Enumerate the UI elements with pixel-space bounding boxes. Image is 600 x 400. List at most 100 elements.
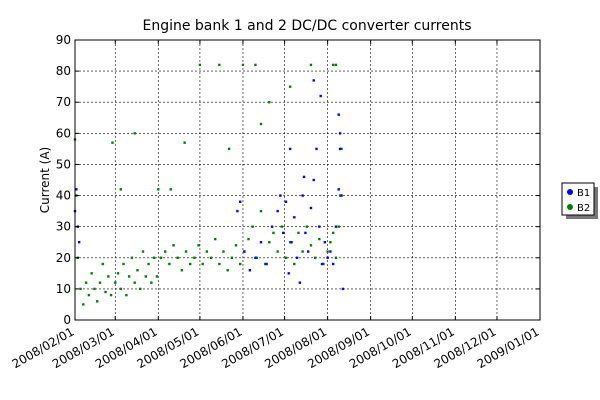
point-b1 bbox=[306, 250, 310, 253]
point-b2 bbox=[263, 262, 267, 266]
point-b2 bbox=[338, 194, 342, 197]
point-b2 bbox=[209, 256, 213, 259]
point-b2 bbox=[189, 262, 192, 266]
point-b2 bbox=[193, 256, 196, 259]
point-b1 bbox=[320, 262, 324, 266]
point-b2 bbox=[198, 63, 202, 67]
point-b2 bbox=[276, 250, 279, 253]
point-b1 bbox=[77, 241, 81, 244]
point-b2 bbox=[301, 250, 304, 253]
point-b2 bbox=[168, 262, 171, 266]
y-tick-label: 60 bbox=[56, 126, 71, 140]
point-b1 bbox=[276, 209, 279, 213]
legend: B1 B2 bbox=[561, 182, 598, 219]
point-b1 bbox=[279, 194, 282, 197]
point-b2 bbox=[254, 63, 257, 67]
point-b1 bbox=[282, 231, 285, 235]
point-b2 bbox=[139, 287, 142, 291]
point-b1 bbox=[323, 241, 327, 244]
point-b2 bbox=[159, 256, 163, 259]
data-points bbox=[73, 63, 345, 306]
point-b2 bbox=[119, 287, 123, 291]
point-b2 bbox=[155, 275, 159, 278]
point-b1 bbox=[236, 209, 239, 213]
point-b2 bbox=[133, 281, 136, 284]
point-b2 bbox=[329, 241, 332, 244]
point-b2 bbox=[259, 122, 263, 126]
point-b2 bbox=[284, 256, 288, 259]
point-b2 bbox=[114, 281, 117, 284]
point-b1 bbox=[295, 256, 299, 259]
point-b2 bbox=[268, 241, 271, 244]
point-b2 bbox=[127, 275, 131, 278]
point-b2 bbox=[255, 256, 259, 259]
point-b1 bbox=[309, 206, 313, 210]
point-b2 bbox=[297, 231, 300, 235]
y-tick-label: 70 bbox=[56, 95, 71, 109]
point-b2 bbox=[334, 63, 338, 67]
point-b1 bbox=[304, 231, 307, 235]
point-b1 bbox=[340, 194, 343, 197]
point-b1 bbox=[319, 94, 322, 98]
point-b2 bbox=[334, 256, 338, 259]
point-b1 bbox=[318, 225, 321, 228]
point-b2 bbox=[144, 275, 147, 278]
y-axis-label: Current (A) bbox=[38, 147, 52, 213]
point-b1 bbox=[338, 132, 342, 135]
point-b2 bbox=[331, 63, 335, 67]
point-b2 bbox=[226, 269, 229, 272]
y-tick-label: 20 bbox=[56, 251, 71, 265]
point-b1 bbox=[326, 256, 329, 259]
point-b2 bbox=[309, 244, 313, 247]
point-b2 bbox=[133, 132, 136, 135]
point-b2 bbox=[251, 225, 254, 228]
grid-lines bbox=[75, 40, 540, 320]
point-b2 bbox=[111, 141, 114, 144]
point-b2 bbox=[340, 147, 343, 151]
plot-frame bbox=[74, 39, 541, 321]
point-b2 bbox=[101, 262, 104, 266]
point-b2 bbox=[313, 256, 317, 259]
legend-marker-b1 bbox=[567, 189, 573, 195]
point-b2 bbox=[183, 141, 186, 144]
point-b2 bbox=[98, 281, 102, 284]
legend-label-b1: B1 bbox=[577, 188, 590, 199]
point-b1 bbox=[288, 147, 292, 151]
point-b1 bbox=[312, 178, 315, 182]
point-b2 bbox=[90, 272, 93, 275]
point-b1 bbox=[337, 188, 340, 191]
y-tick-label: 50 bbox=[56, 157, 71, 171]
point-b1 bbox=[341, 287, 345, 291]
y-tick-label: 10 bbox=[56, 282, 71, 296]
point-b2 bbox=[130, 256, 134, 259]
point-b2 bbox=[234, 244, 238, 247]
point-b2 bbox=[184, 250, 188, 253]
point-b2 bbox=[176, 256, 179, 259]
point-b1 bbox=[290, 241, 293, 244]
legend-label-b2: B2 bbox=[577, 203, 590, 214]
point-b1 bbox=[315, 147, 318, 151]
point-b2 bbox=[147, 262, 150, 266]
point-b2 bbox=[152, 256, 156, 259]
point-b1 bbox=[248, 269, 252, 272]
point-b2 bbox=[82, 303, 85, 306]
point-b2 bbox=[87, 293, 91, 297]
y-tick-label: 90 bbox=[56, 33, 71, 47]
y-tick-label: 40 bbox=[56, 189, 71, 203]
point-b1 bbox=[265, 262, 268, 266]
point-b1 bbox=[259, 241, 263, 244]
point-b1 bbox=[254, 256, 257, 259]
point-b2 bbox=[119, 188, 123, 191]
point-b2 bbox=[247, 237, 250, 241]
point-b2 bbox=[272, 231, 275, 235]
point-b2 bbox=[288, 241, 292, 244]
point-b1 bbox=[301, 194, 304, 197]
point-b1 bbox=[302, 175, 306, 179]
point-b2 bbox=[331, 231, 335, 235]
point-b2 bbox=[125, 293, 128, 297]
point-b2 bbox=[268, 101, 271, 104]
point-b2 bbox=[326, 250, 329, 253]
point-b2 bbox=[227, 147, 231, 151]
point-b1 bbox=[329, 250, 332, 253]
